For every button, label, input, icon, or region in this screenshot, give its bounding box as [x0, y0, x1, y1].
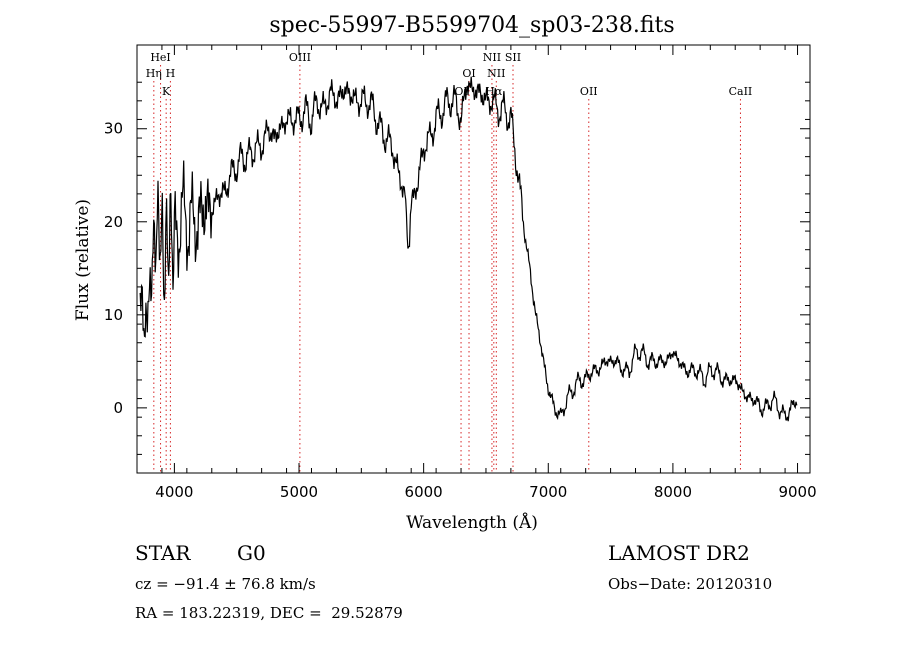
- spectral-line-label: Hα: [485, 85, 503, 98]
- object-class: STAR: [135, 541, 191, 565]
- axis-ticks: 4000 5000 6000 7000 8000 9000 0 10 20 30: [104, 45, 817, 501]
- spectral-line-label: H: [166, 67, 176, 80]
- spectral-line-label: NII: [487, 67, 505, 80]
- survey-name: LAMOST DR2: [608, 541, 750, 565]
- observation-date: Obs−Date: 20120310: [608, 575, 773, 593]
- x-axis-label: Wavelength (Å): [406, 512, 538, 533]
- x-tick-label: 5000: [280, 483, 318, 501]
- spectral-line-markers: [153, 65, 741, 473]
- spectrum-line: [139, 76, 798, 422]
- spectral-line-label: SII: [505, 51, 521, 64]
- spectral-line-label: OIII: [289, 51, 311, 64]
- y-tick-label: 10: [104, 306, 123, 324]
- y-axis-label: Flux (relative): [73, 199, 93, 321]
- x-tick-label: 4000: [155, 483, 193, 501]
- plot-frame: [136, 44, 811, 474]
- x-tick-label: 6000: [405, 483, 443, 501]
- spectral-line-label: OII: [580, 85, 598, 98]
- y-tick-label: 30: [104, 120, 123, 138]
- y-tick-label: 0: [113, 399, 123, 417]
- spectral-line-label: HeI: [150, 51, 170, 64]
- spectral-line-label: CaII: [729, 85, 753, 98]
- coordinates: RA = 183.22319, DEC = 29.52879: [135, 604, 403, 622]
- redshift-velocity: cz = −91.4 ± 76.8 km/s: [135, 575, 316, 593]
- chart-title: spec-55997-B5599704_sp03-238.fits: [269, 13, 674, 38]
- x-tick-label: 8000: [654, 483, 692, 501]
- spectral-line-label: OI: [462, 67, 475, 80]
- spectral-line-label: K: [162, 85, 171, 98]
- spectral-line-label: Hη: [146, 67, 162, 80]
- object-subclass: G0: [237, 541, 266, 565]
- x-tick-label: 7000: [529, 483, 567, 501]
- y-tick-label: 20: [104, 213, 123, 231]
- spectral-line-label: NII: [483, 51, 501, 64]
- x-tick-label: 9000: [778, 483, 816, 501]
